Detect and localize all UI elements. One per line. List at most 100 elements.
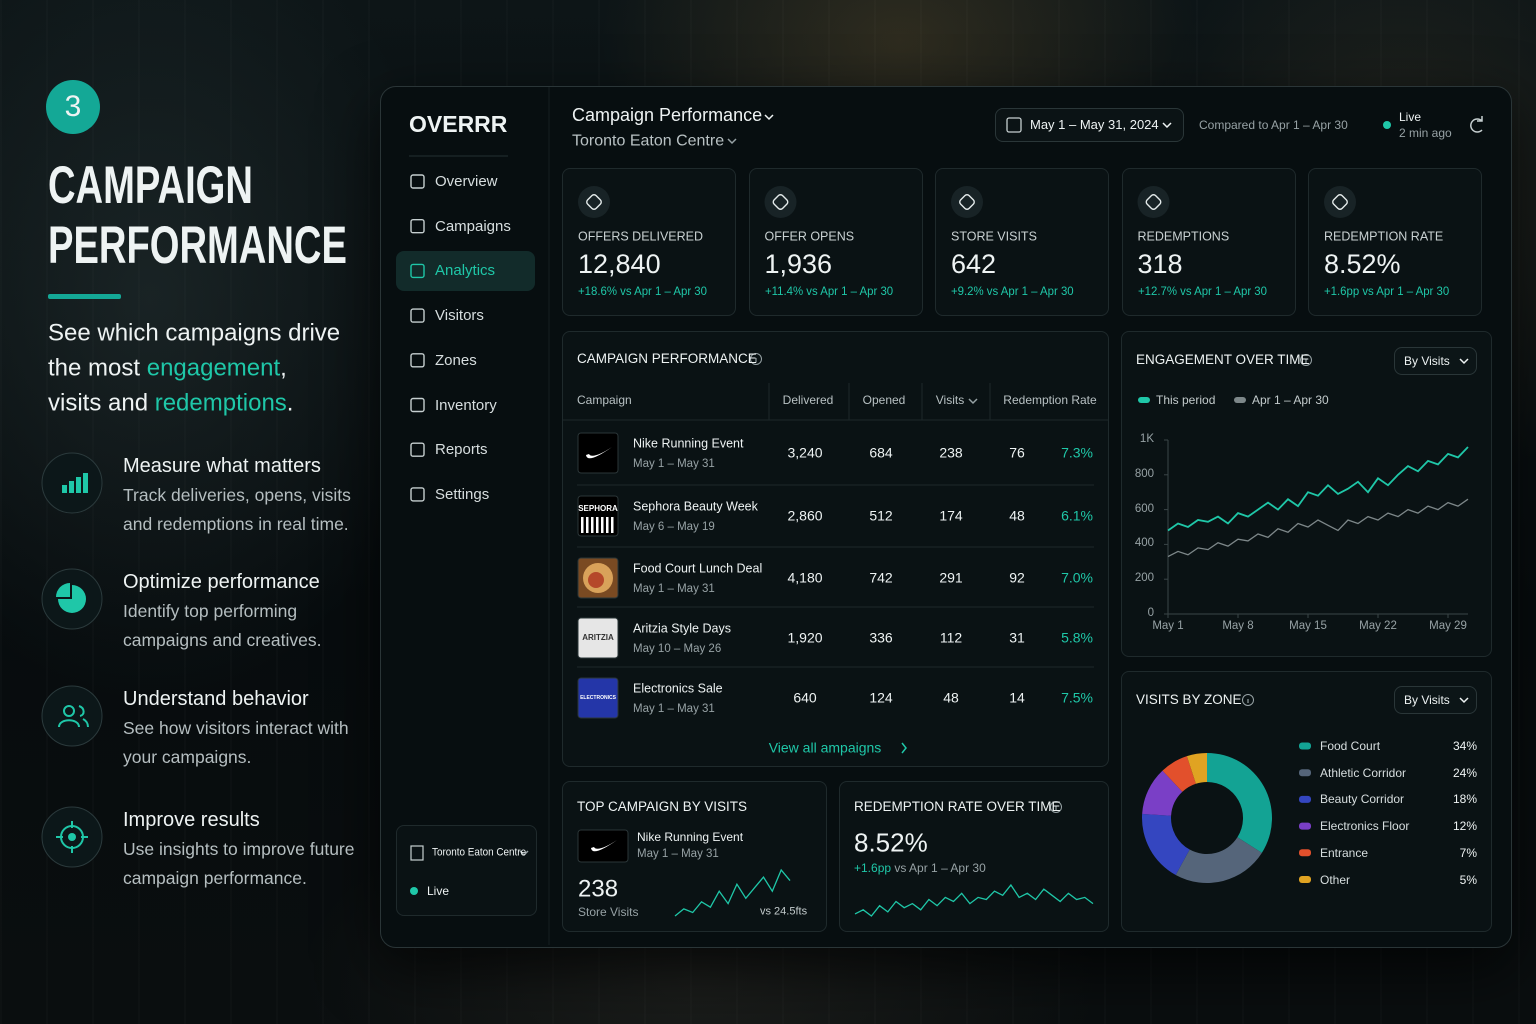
intro-text: visits and bbox=[48, 389, 155, 417]
cell-redemptions: 14 bbox=[1009, 689, 1025, 706]
campaign-dates: May 1 – May 31 bbox=[633, 703, 715, 716]
y-tick-label: 600 bbox=[1134, 502, 1154, 515]
kpi-value: 318 bbox=[1137, 248, 1183, 279]
legend-value: 24% bbox=[1452, 765, 1477, 780]
campaign-dates: May 1 – May 31 bbox=[637, 848, 719, 861]
panel-title: VISITS BY ZONE bbox=[1136, 691, 1242, 707]
logo-text: ARITZIA bbox=[582, 633, 614, 643]
column-header: Delivered bbox=[782, 392, 834, 407]
logo-text: ELECTRONICS bbox=[580, 695, 616, 701]
panel-title: ENGAGEMENT OVER TIME bbox=[1136, 351, 1310, 367]
cell-redemptions: 31 bbox=[1009, 629, 1025, 646]
panel-title: CAMPAIGN PERFORMANCE bbox=[577, 350, 757, 366]
feature-title: Measure what matters bbox=[123, 455, 321, 477]
feature-title: Improve results bbox=[123, 809, 260, 831]
cell-opened: 512 bbox=[869, 507, 893, 524]
intro-text: the most bbox=[48, 354, 147, 382]
column-header: Visits bbox=[935, 392, 965, 407]
cell-delivered: 640 bbox=[793, 689, 817, 706]
panel-title: REDEMPTION RATE OVER TIME bbox=[854, 798, 1061, 814]
cell-opened: 684 bbox=[869, 444, 893, 461]
headline: CAMPAIGN bbox=[48, 156, 253, 216]
kpi-label: REDEMPTIONS bbox=[1137, 229, 1230, 244]
live-label: Live bbox=[1399, 109, 1422, 124]
cell-rate: 5.8% bbox=[1061, 629, 1093, 646]
change-period: vs Apr 1 – Apr 30 bbox=[891, 860, 986, 875]
cell-visits: 112 bbox=[939, 629, 963, 646]
kpi-change: +18.6% vs Apr 1 – Apr 30 bbox=[578, 283, 707, 298]
status-label: Live bbox=[427, 883, 450, 898]
column-header: Campaign bbox=[577, 392, 632, 407]
feature-title: Optimize performance bbox=[123, 571, 320, 593]
legend-label: Athletic Corridor bbox=[1320, 765, 1407, 780]
feature-title: Understand behavior bbox=[123, 688, 309, 710]
campaign-name: Aritzia Style Days bbox=[633, 621, 731, 636]
cell-opened: 336 bbox=[869, 629, 893, 646]
cell-visits: 174 bbox=[939, 507, 963, 524]
kpi-card bbox=[748, 168, 923, 316]
metric-change: +1.6pp vs Apr 1 – Apr 30 bbox=[854, 861, 986, 875]
intro-text: , bbox=[280, 354, 287, 382]
campaign-name: Nike Running Event bbox=[637, 829, 744, 844]
cell-opened: 124 bbox=[869, 689, 893, 706]
legend-value: 18% bbox=[1452, 792, 1477, 807]
kpi-value: 12,840 bbox=[578, 248, 661, 279]
brand-logo: OVERRR bbox=[409, 111, 508, 138]
panel-title: TOP CAMPAIGN BY VISITS bbox=[577, 798, 748, 814]
cell-redemptions: 76 bbox=[1009, 444, 1025, 461]
kpi-label: STORE VISITS bbox=[951, 229, 1037, 244]
x-tick-label: May 22 bbox=[1359, 620, 1397, 633]
nav-label: Inventory bbox=[435, 396, 497, 414]
y-tick-label: 400 bbox=[1134, 537, 1154, 550]
feature-text: Track deliveries, opens, visits and rede… bbox=[123, 485, 351, 534]
x-tick-label: May 15 bbox=[1289, 620, 1327, 633]
kpi-label: REDEMPTION RATE bbox=[1324, 229, 1444, 244]
kpi-change: +9.2% vs Apr 1 – Apr 30 bbox=[951, 283, 1074, 298]
cell-rate: 7.3% bbox=[1061, 444, 1093, 461]
kpi-value: 8.52% bbox=[1324, 248, 1401, 279]
cell-delivered: 1,920 bbox=[787, 629, 823, 646]
dropdown-label: By Visits bbox=[1404, 692, 1450, 707]
intro-line: the most engagement, bbox=[48, 355, 287, 384]
cell-delivered: 2,860 bbox=[787, 507, 823, 524]
kpi-value: 642 bbox=[951, 248, 997, 279]
x-tick-label: May 8 bbox=[1222, 620, 1254, 633]
campaign-dates: May 10 – May 26 bbox=[633, 643, 722, 656]
cell-rate: 6.1% bbox=[1061, 507, 1093, 524]
nav-label: Visitors bbox=[435, 307, 484, 325]
legend-value: 12% bbox=[1452, 818, 1477, 833]
cell-redemptions: 92 bbox=[1009, 569, 1025, 586]
view-all-link[interactable]: View all ampaigns bbox=[768, 739, 882, 756]
date-range-button[interactable] bbox=[995, 108, 1184, 142]
intro-highlight: redemptions bbox=[154, 389, 287, 417]
legend-value: 5% bbox=[1459, 872, 1477, 887]
kpi-change: +1.6pp vs Apr 1 – Apr 30 bbox=[1324, 283, 1450, 298]
campaign-name: Nike Running Event bbox=[633, 436, 744, 451]
intro-text: See which campaigns drive bbox=[48, 319, 341, 347]
location-card[interactable] bbox=[396, 825, 537, 916]
legend-label: Beauty Corridor bbox=[1320, 792, 1405, 807]
legend-label: Electronics Floor bbox=[1320, 818, 1410, 833]
updated-time: 2 min ago bbox=[1399, 125, 1452, 140]
legend-value: 7% bbox=[1459, 845, 1477, 860]
cell-visits: 238 bbox=[939, 444, 963, 461]
intro-highlight: engagement bbox=[146, 354, 281, 382]
campaign-name: Food Court Lunch Deal bbox=[633, 561, 763, 576]
feature-text: Use insights to improve future campaign … bbox=[123, 839, 355, 888]
campaign-table-panel bbox=[562, 331, 1109, 767]
y-tick-label: 0 bbox=[1147, 607, 1154, 620]
legend-label: Food Court bbox=[1320, 738, 1381, 753]
x-tick-label: May 29 bbox=[1429, 620, 1467, 633]
metric-comparison: vs 24.5fts bbox=[760, 905, 808, 918]
kpi-change: +11.4% vs Apr 1 – Apr 30 bbox=[764, 283, 893, 298]
kpi-change: +12.7% vs Apr 1 – Apr 30 bbox=[1137, 283, 1267, 298]
legend-label: Other bbox=[1320, 872, 1351, 887]
kpi-label: OFFER OPENS bbox=[764, 229, 855, 244]
cell-visits: 291 bbox=[939, 569, 963, 586]
cell-rate: 7.5% bbox=[1061, 689, 1093, 706]
page-subtitle: Toronto Eaton Centre bbox=[572, 132, 725, 150]
headline: PERFORMANCE bbox=[48, 216, 347, 276]
kpi-value: 1,936 bbox=[764, 248, 833, 279]
feature-text: See how visitors interact with your camp… bbox=[123, 718, 349, 767]
